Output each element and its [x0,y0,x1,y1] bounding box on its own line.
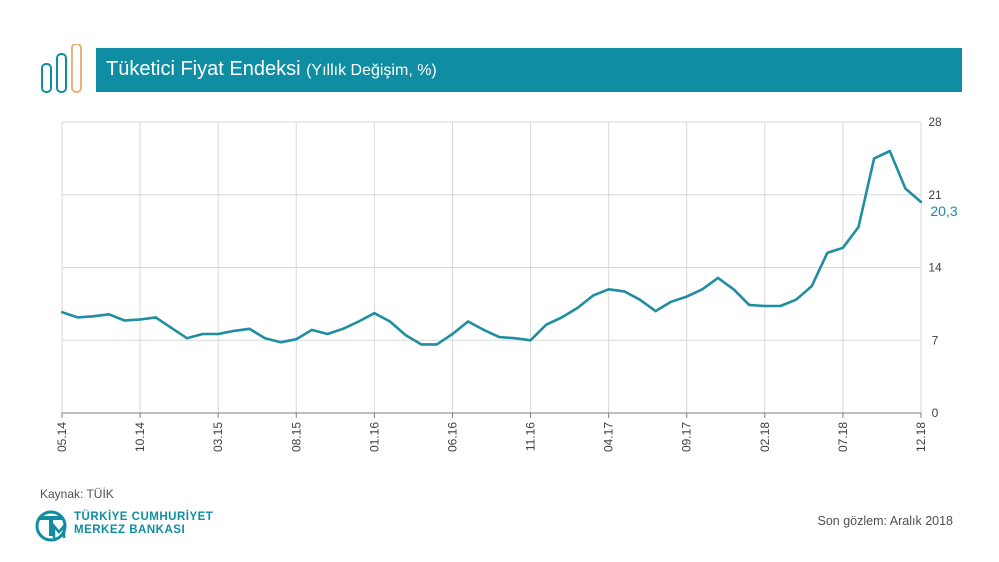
data-point [701,288,704,291]
data-point [357,320,360,323]
last-value-label: 20,3 [930,203,957,219]
data-point [748,303,751,307]
data-point [654,309,657,313]
data-point [138,318,142,321]
x-tick-label: 02.18 [758,422,772,452]
x-tick-label: 04.17 [602,422,616,452]
data-point [529,339,532,342]
data-point [388,320,392,323]
data-point [779,304,782,308]
data-point [669,300,673,303]
data-point [326,332,329,336]
data-point [295,338,298,341]
data-point [60,310,64,314]
y-tick-label: 28 [928,115,942,129]
data-point [841,246,845,249]
data-point [888,149,891,153]
data-point [154,316,157,319]
bank-name-line2: MERKEZ BANKASI [74,524,186,536]
data-point [373,312,376,315]
data-point [216,332,220,336]
x-tick-label: 07.18 [836,422,850,452]
x-tick-label: 05.14 [55,422,69,452]
data-point [279,341,282,344]
x-tick-label: 08.15 [289,422,303,452]
data-point [810,285,813,288]
y-tick-label: 14 [928,261,942,275]
x-tick-label: 06.16 [445,422,459,452]
data-point [341,327,345,331]
data-point [248,327,251,331]
y-tick-label: 7 [932,333,939,347]
chart-title: Tüketici Fiyat Endeksi (Yıllık Değişim, … [106,58,437,81]
data-point [794,298,798,301]
header-logo-icon [41,44,82,93]
data-point [716,276,720,280]
series-layer [60,149,923,346]
data-point [872,157,876,160]
data-point [107,313,111,316]
data-point [498,335,501,339]
chart-title-subtitle: (Yıllık Değişim, %) [306,62,437,79]
last-observation-note: Son gözlem: Aralık 2018 [817,514,954,528]
data-point [310,328,314,332]
data-point [732,288,735,291]
data-point [623,290,626,293]
data-point [919,200,923,204]
y-tick-label: 21 [928,188,942,202]
title-bar: Tüketici Fiyat Endeksi (Yıllık Değişim, … [96,48,962,92]
data-point [904,187,907,190]
data-point [201,332,204,336]
data-point [232,329,235,333]
data-point [466,320,470,323]
data-point [170,326,173,329]
data-point [560,316,563,319]
data-point [482,328,485,332]
data-point [513,336,517,340]
data-point [404,333,407,337]
grid-layer [61,121,922,414]
x-tick-label: 09.17 [680,422,694,452]
data-point [451,332,454,336]
data-point [544,323,548,326]
data-point [435,343,439,346]
bank-name-line1: TÜRKİYE CUMHURİYET [74,511,214,523]
data-point [185,336,189,340]
data-point [638,298,642,301]
data-point [576,306,579,310]
x-tick-label: 12.18 [914,422,928,452]
chart-title-main: Tüketici Fiyat Endeksi [106,58,301,80]
source-note: Kaynak: TÜİK [40,487,114,501]
data-point [123,319,126,322]
y-tick-label: 0 [932,406,939,420]
x-tick-label: 01.16 [367,422,381,452]
data-point [420,343,423,346]
central-bank-name: TÜRKİYE CUMHURİYET MERKEZ BANKASI [74,511,213,537]
data-point [685,295,688,298]
data-point [763,304,767,308]
series-line-tufe [61,149,922,346]
x-tick-label: 11.16 [524,422,538,451]
data-point [76,316,79,319]
data-point [607,288,610,291]
data-point [92,315,95,318]
label-layer: 20,3 [930,203,957,219]
x-tick-label: 10.14 [133,422,147,452]
central-bank-logo-icon [35,510,67,542]
x-tick-label: 03.15 [211,422,225,452]
data-point [263,336,267,340]
data-point [591,294,595,297]
data-point [826,251,829,255]
axis-layer: 0 7 14 21 28 05.14 10.14 03.15 08.15 01.16 06.16 11… [55,115,942,452]
data-point [857,225,860,229]
